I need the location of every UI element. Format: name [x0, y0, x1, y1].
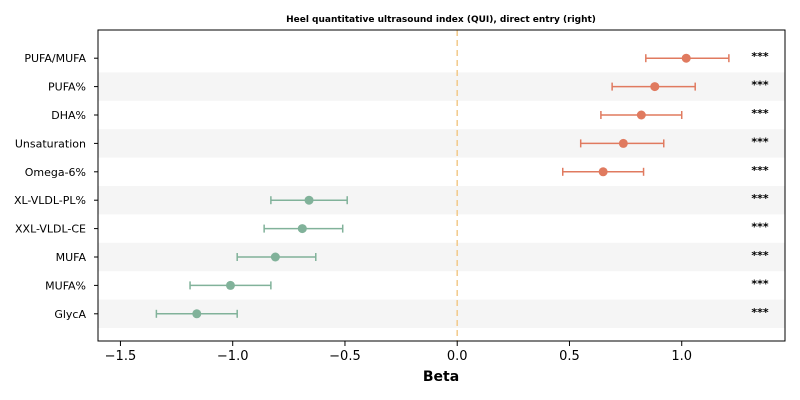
y-tick-label: MUFA%: [45, 279, 86, 292]
significance-label: ***: [751, 135, 769, 148]
significance-label: ***: [751, 107, 769, 120]
beta-point: [192, 309, 202, 319]
y-tick-label: MUFA: [56, 251, 87, 264]
x-axis-label: Beta: [423, 369, 459, 385]
significance-label: ***: [751, 249, 769, 262]
beta-point: [598, 167, 608, 177]
beta-point: [297, 224, 307, 234]
significance-label: ***: [751, 277, 769, 290]
x-tick-label: −1.0: [217, 349, 249, 364]
y-tick-label: XXL-VLDL-CE: [15, 223, 86, 236]
beta-point: [681, 53, 691, 63]
x-axis: −1.5 −1.0 −0.5 0.0 0.5 1.0: [105, 341, 692, 364]
y-tick-label: Omega-6%: [25, 166, 86, 179]
y-tick-label: XL-VLDL-PL%: [14, 194, 86, 207]
significance-label: ***: [751, 306, 769, 319]
chart-title: Heel quantitative ultrasound index (QUI)…: [286, 15, 596, 25]
y-tick-label: DHA%: [51, 109, 86, 122]
row-band: [98, 186, 785, 215]
beta-point: [636, 110, 646, 120]
row-band: [98, 242, 785, 272]
plot-marks: *** *** *** *** *** *** *** *** *** ***: [155, 50, 769, 319]
plot-frame: [97, 29, 786, 342]
y-tick-label: PUFA%: [48, 81, 86, 94]
y-tick-labels: PUFA/MUFA PUFA% DHA% Unsaturation Omega-6% XL…: [14, 52, 98, 321]
row-bands: [98, 72, 785, 328]
row-band: [98, 129, 785, 158]
beta-point: [304, 195, 314, 205]
x-tick-label: 0.0: [447, 349, 468, 364]
beta-point: [618, 138, 628, 148]
x-tick-label: −1.5: [105, 349, 137, 364]
x-tick-label: −0.5: [329, 349, 361, 364]
y-tick-label: Unsaturation: [15, 137, 86, 150]
significance-label: ***: [751, 192, 769, 205]
x-tick-label: 0.5: [559, 349, 580, 364]
significance-label: ***: [751, 79, 769, 92]
significance-label: ***: [751, 50, 769, 63]
significance-label: ***: [751, 164, 769, 177]
beta-point: [270, 252, 280, 262]
x-tick-label: 1.0: [671, 349, 692, 364]
beta-point: [650, 82, 660, 92]
y-tick-label: GlycA: [54, 308, 86, 321]
significance-label: ***: [751, 221, 769, 234]
beta-point: [225, 280, 235, 290]
y-tick-label: PUFA/MUFA: [24, 52, 86, 65]
